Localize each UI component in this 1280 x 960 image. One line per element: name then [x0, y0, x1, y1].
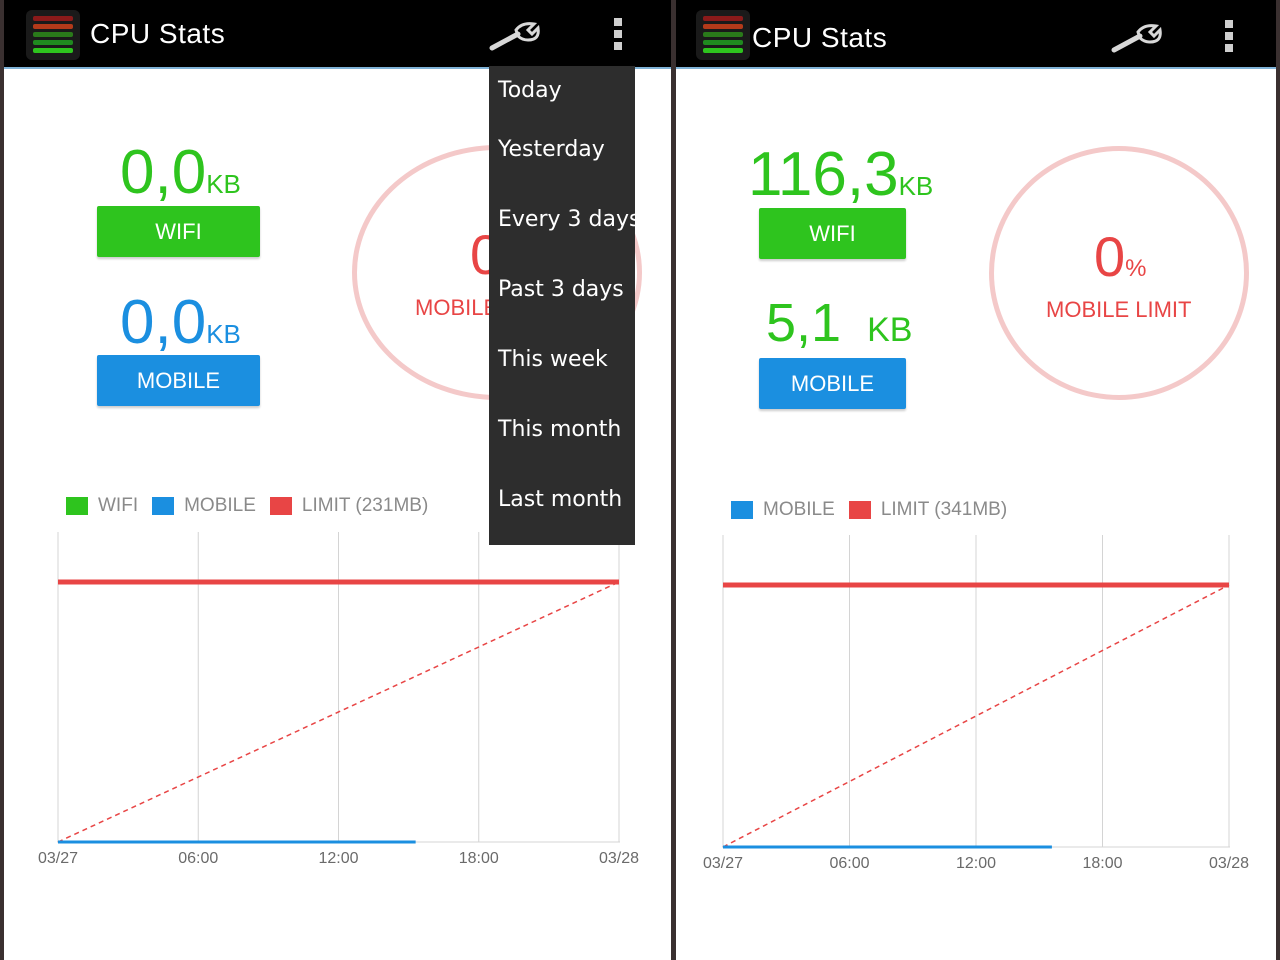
wifi-usage-value: 0,0KB	[120, 138, 241, 207]
usage-chart	[57, 532, 620, 844]
x-tick-label: 06:00	[178, 850, 219, 867]
limit-projection-line	[722, 584, 1230, 848]
x-tick-label: 03/28	[1208, 855, 1250, 872]
menu-item-this-week[interactable]: This week	[498, 346, 608, 372]
x-tick-label: 18:00	[1082, 855, 1123, 872]
x-tick-label: 03/28	[598, 850, 640, 867]
mobile-button[interactable]: MOBILE	[97, 355, 260, 406]
x-tick-label: 12:00	[318, 850, 359, 867]
period-dropdown-menu: Today Yesterday Every 3 days Past 3 days…	[489, 66, 641, 545]
menu-item-past-3-days[interactable]: Past 3 days	[498, 276, 624, 302]
x-tick-label: 03/27	[702, 855, 744, 872]
mobile-limit-percent: 0%	[1094, 225, 1147, 288]
action-bar: CPU Stats	[676, 0, 1276, 69]
legend-item-limit: LIMIT (231MB)	[269, 495, 428, 517]
chart-legend: MOBILE LIMIT (341MB)	[731, 499, 1021, 521]
action-bar: CPU Stats	[4, 0, 671, 69]
screen-left: CPU Stats 0,0KB WIFI 0,0KB MOBILE 0 MOBI…	[4, 0, 671, 960]
mobile-limit-gauge	[989, 146, 1249, 400]
limit-projection-line	[57, 581, 620, 843]
app-icon	[696, 10, 750, 60]
mobile-usage-value: 0,0KB	[120, 288, 241, 357]
screen-right: CPU Stats 116,3KB WIFI 5,1 KB MOBILE 0% M…	[676, 0, 1276, 960]
wrench-icon[interactable]	[1110, 22, 1164, 54]
app-title: CPU Stats	[752, 22, 888, 53]
wifi-button[interactable]: WIFI	[759, 208, 906, 259]
wifi-usage-value: 116,3KB	[748, 140, 934, 209]
overflow-menu-icon[interactable]	[1222, 20, 1236, 54]
chart-legend: WIFI MOBILE LIMIT (231MB)	[66, 495, 442, 517]
menu-item-today[interactable]: Today	[498, 77, 562, 103]
legend-item-wifi: WIFI	[66, 495, 138, 517]
wifi-button[interactable]: WIFI	[97, 206, 260, 257]
legend-item-mobile: MOBILE	[152, 495, 256, 517]
x-tick-label: 06:00	[829, 855, 870, 872]
mobile-button[interactable]: MOBILE	[759, 358, 906, 409]
legend-item-mobile: MOBILE	[731, 499, 835, 521]
wrench-icon[interactable]	[488, 20, 542, 52]
menu-item-this-month[interactable]: This month	[498, 416, 622, 442]
menu-item-yesterday[interactable]: Yesterday	[498, 136, 605, 162]
menu-item-last-month[interactable]: Last month	[498, 486, 623, 512]
overflow-menu-icon[interactable]	[611, 18, 625, 52]
x-tick-label: 12:00	[955, 855, 997, 872]
x-tick-label: 03/27	[37, 850, 79, 867]
x-tick-label: 18:00	[458, 850, 499, 867]
app-title: CPU Stats	[90, 18, 226, 49]
menu-item-every-3-days[interactable]: Every 3 days	[498, 206, 641, 232]
mobile-usage-value: 5,1 KB	[766, 293, 913, 353]
mobile-limit-label: MOBILE LIMIT	[1046, 297, 1192, 322]
app-icon	[26, 10, 80, 60]
usage-chart	[722, 535, 1230, 849]
legend-item-limit: LIMIT (341MB)	[848, 499, 1007, 521]
